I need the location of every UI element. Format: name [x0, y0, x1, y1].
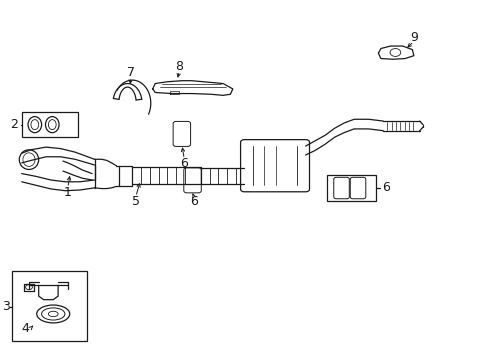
Text: 6: 6 [180, 157, 188, 170]
Bar [21, 112, 78, 137]
Text: 3: 3 [2, 300, 10, 313]
Text: 6: 6 [381, 181, 389, 194]
Bar [12, 271, 87, 341]
Text: 6: 6 [190, 195, 198, 208]
Text: 1: 1 [64, 186, 72, 199]
Bar [327, 175, 375, 202]
Text: 9: 9 [409, 31, 417, 44]
Text: 7: 7 [127, 66, 135, 79]
Text: 2: 2 [10, 118, 19, 131]
Text: 4: 4 [21, 322, 29, 335]
Text: 5: 5 [131, 195, 140, 208]
Text: 8: 8 [175, 60, 183, 73]
